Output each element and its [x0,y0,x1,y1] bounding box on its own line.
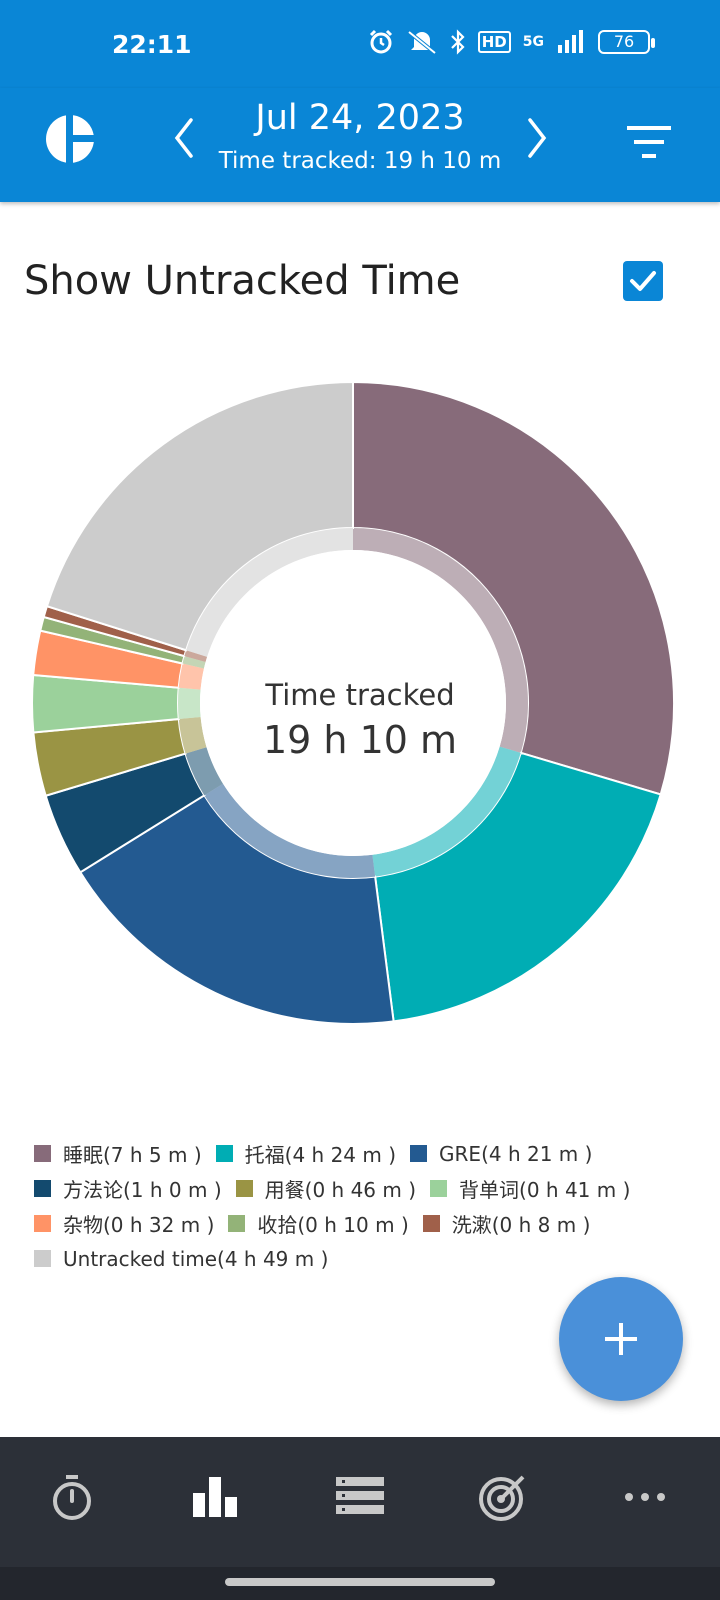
legend-item: 方法论(1 h 0 m ) [34,1171,222,1206]
pie-slice-inner-ring-5 [178,687,201,720]
header-date[interactable]: Jul 24, 2023 [255,98,465,138]
donut-chart-svg[interactable] [0,370,720,1070]
filter-icon[interactable] [625,122,673,162]
app-logo-icon[interactable] [44,113,96,165]
app-bar: Jul 24, 2023 Time tracked: 19 h 10 m [0,88,720,202]
bar-chart-icon[interactable] [185,1467,245,1527]
hd-badge: HD [477,31,511,53]
time-tracked-summary: Time tracked: 19 h 10 m [218,148,502,174]
pie-slice-inner-ring-8 [184,650,208,663]
alarm-icon [369,29,392,54]
legend-item: 背单词(0 h 41 m ) [430,1171,630,1206]
plus-icon [605,1323,637,1355]
battery-level: 76 [613,32,635,51]
network-label: 5G [522,34,544,50]
battery-indicator: 76 [598,30,655,54]
legend-item: 用餐(0 h 46 m ) [235,1171,417,1206]
target-icon[interactable] [473,1467,533,1527]
previous-day-icon[interactable] [165,112,205,164]
legend-item: 托福(4 h 24 m ) [215,1136,397,1171]
mute-icon [407,30,437,55]
donut-chart[interactable] [0,370,720,1070]
pie-slice-inner-ring-6 [178,663,204,690]
legend-item: 洗漱(0 h 8 m ) [422,1206,591,1241]
next-day-icon[interactable] [516,112,556,164]
pie-slice-inner-ring-0 [353,528,528,753]
legend-swatch [34,1145,51,1162]
check-icon [630,271,656,291]
more-icon[interactable] [615,1467,675,1527]
chart-legend: 睡眠(7 h 5 m ) 托福(4 h 24 m ) GRE(4 h 21 m ) 方… [34,1136,694,1276]
legend-label: 方法论(1 h 0 m ) [63,1178,222,1202]
legend-swatch [228,1215,246,1232]
pie-slice-inner-ring-9 [186,528,353,657]
legend-label: 用餐(0 h 46 m ) [264,1178,417,1202]
pie-slice-inner-ring-7 [182,656,206,669]
show-untracked-time-label: Show Untracked Time [24,258,461,304]
legend-label: 托福(4 h 24 m ) [244,1143,397,1167]
legend-item: Untracked time(4 h 49 m ) [34,1241,328,1276]
center-label: Time tracked [265,678,455,712]
pie-slice-inner-ring-4 [178,717,207,754]
legend-label: Untracked time(4 h 49 m ) [63,1246,329,1271]
home-indicator[interactable] [225,1578,495,1586]
legend-swatch [34,1250,51,1267]
legend-swatch [34,1180,51,1197]
legend-item: 睡眠(7 h 5 m ) [34,1136,202,1171]
status-time: 22:11 [112,30,192,59]
legend-swatch [34,1215,51,1232]
legend-label: 睡眠(7 h 5 m ) [63,1143,202,1167]
stopwatch-icon[interactable] [42,1467,102,1527]
legend-swatch [422,1215,440,1232]
legend-item: 收拾(0 h 10 m ) [228,1206,409,1241]
show-untracked-checkbox[interactable] [623,261,663,301]
legend-swatch [410,1145,428,1162]
status-bar: 22:11 HD 5G 76 [0,0,720,88]
legend-swatch [215,1145,233,1162]
signal-icon [558,30,583,53]
pie-slice-inner-ring-2 [204,783,376,878]
bottom-navigation [0,1437,720,1567]
legend-label: 收拾(0 h 10 m ) [257,1213,409,1237]
legend-label: 背单词(0 h 41 m ) [459,1178,631,1202]
legend-swatch [430,1180,448,1197]
legend-swatch [235,1180,253,1197]
add-entry-button[interactable] [559,1277,683,1401]
status-icons: HD 5G 76 [368,28,655,56]
pie-slice-inner-ring-1 [372,746,521,877]
legend-item: 杂物(0 h 32 m ) [34,1206,214,1241]
legend-label: 洗漱(0 h 8 m ) [451,1213,591,1237]
list-icon[interactable] [330,1467,390,1527]
bluetooth-icon [450,29,465,55]
center-value: 19 h 10 m [262,718,458,762]
legend-label: GRE(4 h 21 m ) [439,1141,593,1166]
pie-slice-inner-ring-3 [185,747,224,796]
donut-hole [200,550,506,856]
legend-item: GRE(4 h 21 m ) [410,1136,592,1171]
legend-label: 杂物(0 h 32 m ) [63,1213,215,1237]
